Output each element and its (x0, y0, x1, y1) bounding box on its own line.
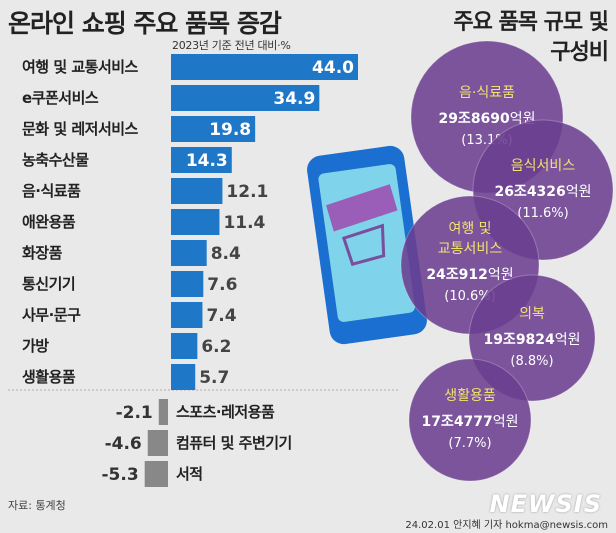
shopping-phone-icon (307, 145, 427, 345)
bar (171, 178, 223, 204)
credit-line: 24.02.01 안지혜 기자 hokma@newsis.com (405, 520, 608, 531)
bar (171, 116, 256, 142)
bar (171, 85, 320, 111)
category-label: 스포츠·레저용품 (176, 403, 275, 421)
bar (147, 430, 168, 456)
value-label: 6.2 (201, 337, 231, 357)
value-label: -4.6 (105, 434, 142, 454)
bar (171, 333, 198, 359)
value-label: 8.4 (211, 244, 241, 264)
category-label: 화장품 (22, 244, 63, 262)
newsis-logo: NEWSIS (489, 490, 602, 518)
category-label: e쿠폰서비스 (22, 89, 99, 107)
category-label: 통신기기 (22, 275, 75, 293)
bar (171, 302, 203, 328)
chart-title: 온라인 쇼핑 주요 품목 증감 (8, 9, 282, 38)
category-label: 문화 및 레저서비스 (22, 120, 139, 138)
value-label: 44.0 (312, 58, 354, 78)
category-label: 생활용품 (22, 368, 76, 386)
value-label: 19.8 (209, 120, 251, 140)
bubble-category: 음식서비스 (511, 158, 576, 174)
bar (171, 271, 204, 297)
bubble-value: 26조4326억원 (494, 184, 591, 200)
category-label: 음·식료품 (22, 182, 81, 200)
bubble-category: 여행 및 (448, 221, 491, 237)
bar (171, 364, 196, 390)
bubble-share: (11.6%) (517, 206, 568, 221)
value-label: 7.4 (206, 306, 236, 326)
bubble-value: 17조4777억원 (421, 414, 518, 430)
bubble (408, 358, 532, 482)
bar (171, 147, 232, 173)
source-note: 자료: 통계청 (8, 499, 66, 512)
category-label: 여행 및 교통서비스 (22, 58, 139, 76)
bubble-value: 19조9824억원 (483, 332, 580, 348)
value-label: 7.6 (207, 275, 237, 295)
bar (171, 209, 220, 235)
value-label: 11.4 (223, 213, 265, 233)
category-label: 컴퓨터 및 주변기기 (176, 434, 292, 452)
value-label: 14.3 (186, 151, 228, 171)
bubble-category: 의복 (519, 306, 545, 322)
value-label: 5.7 (199, 368, 229, 388)
bubble-category: 음·식료품 (459, 85, 515, 101)
value-label: 12.1 (226, 182, 268, 202)
side-title: 주요 품목 규모 및 구성비 (418, 8, 609, 68)
category-label: 농축수산물 (22, 151, 89, 169)
category-label: 애완용품 (22, 213, 76, 231)
category-label: 사무·문구 (22, 306, 81, 324)
bubble-share: (8.8%) (510, 354, 553, 369)
bubble-value: 24조912억원 (426, 267, 513, 283)
bubble-share: (7.7%) (448, 436, 491, 451)
bubble-category: 생활용품 (444, 388, 496, 404)
bubble-category: 교통서비스 (438, 241, 503, 257)
category-label: 서적 (176, 465, 203, 483)
side-title-line-1: 주요 품목 규모 및 (453, 10, 609, 35)
bar (171, 240, 207, 266)
unit-note: 2023년 기준 전년 대비·% (172, 39, 291, 52)
bar (144, 461, 168, 487)
bar (171, 54, 358, 80)
side-title-line-2: 구성비 (550, 40, 609, 65)
value-label: -2.1 (116, 403, 153, 423)
bar (158, 399, 168, 425)
value-label: 34.9 (273, 89, 315, 109)
value-label: -5.3 (102, 465, 139, 485)
category-label: 가방 (22, 337, 49, 355)
